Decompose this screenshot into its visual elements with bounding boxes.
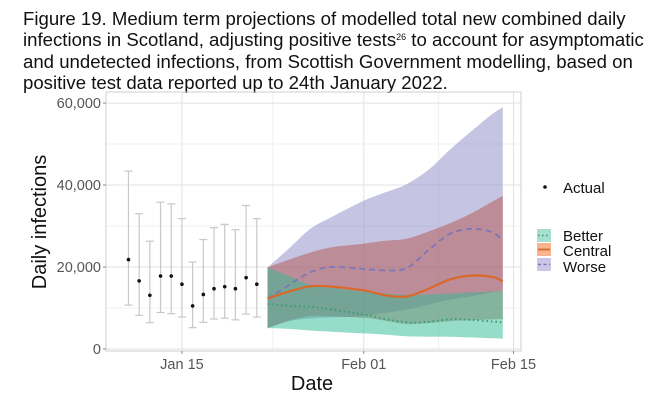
x-axis-ticks: Jan 15 Feb 01 Feb 15: [160, 351, 536, 373]
y-tick-label: 20,000: [57, 260, 101, 276]
actual-point: [201, 292, 206, 297]
caption-text-2: to account for asymptomatic and undetect…: [23, 29, 644, 94]
error-bar: [135, 213, 144, 316]
error-bar: [220, 223, 229, 319]
legend-central-label: Central: [563, 243, 611, 260]
error-bar: [199, 238, 208, 323]
actual-point: [233, 286, 238, 291]
actual-point: [137, 279, 141, 283]
actual-point: [212, 286, 216, 291]
panel-border: [105, 91, 522, 352]
legend-item-central: Central: [537, 243, 611, 260]
actual-point: [244, 275, 248, 280]
error-bar: [124, 170, 133, 306]
y-tick-label: 40,000: [57, 178, 101, 194]
x-tick-label: Feb 01: [341, 357, 386, 373]
error-bar: [242, 204, 251, 315]
legend-worse-label: Worse: [563, 259, 606, 276]
actual-point: [255, 282, 259, 287]
actual-point: [158, 274, 163, 278]
legend-actual-dot: [543, 185, 547, 189]
central-line: [267, 274, 504, 300]
legend-better-swatch: [537, 229, 551, 242]
better-band: [267, 267, 503, 339]
legend: Actual Better Central Worse: [537, 180, 611, 276]
error-bar: [188, 261, 197, 329]
actual-point: [180, 282, 184, 287]
actual-point: [126, 257, 131, 262]
legend-actual-label: Actual: [563, 180, 605, 197]
actual-point: [169, 274, 174, 278]
projection-bands: [267, 107, 503, 339]
projection-lines: [267, 227, 504, 324]
figure-caption: Figure 19. Medium term projections of mo…: [23, 8, 648, 94]
actual-point: [222, 284, 227, 289]
footnote-marker: 26: [396, 32, 407, 43]
error-bar: [145, 240, 154, 324]
better-line: [267, 302, 503, 324]
actual-points: [126, 257, 259, 308]
actual-error-bars: [124, 170, 261, 329]
y-axis-title: Daily infections: [29, 155, 51, 290]
error-bar: [177, 218, 186, 318]
x-tick-label: Feb 15: [491, 357, 536, 373]
error-bar: [167, 203, 176, 315]
legend-item-better: Better: [537, 228, 603, 245]
caption-text-1: Figure 19. Medium term projections of mo…: [23, 8, 626, 51]
actual-point: [148, 293, 152, 298]
error-bar: [252, 218, 261, 318]
legend-item-worse: Worse: [537, 258, 606, 276]
worse-band: [267, 107, 503, 329]
x-tick-label: Jan 15: [160, 357, 204, 373]
y-tick-label: 60,000: [57, 96, 101, 112]
y-tick-label: 0: [93, 342, 101, 358]
error-bar: [156, 201, 165, 314]
y-axis-ticks: 0 20,000 40,000 60,000: [57, 96, 106, 358]
legend-better-label: Better: [563, 228, 603, 245]
actual-point: [190, 304, 195, 308]
error-bar: [210, 227, 219, 320]
error-bar: [231, 229, 240, 321]
x-axis-title: Date: [291, 373, 333, 395]
